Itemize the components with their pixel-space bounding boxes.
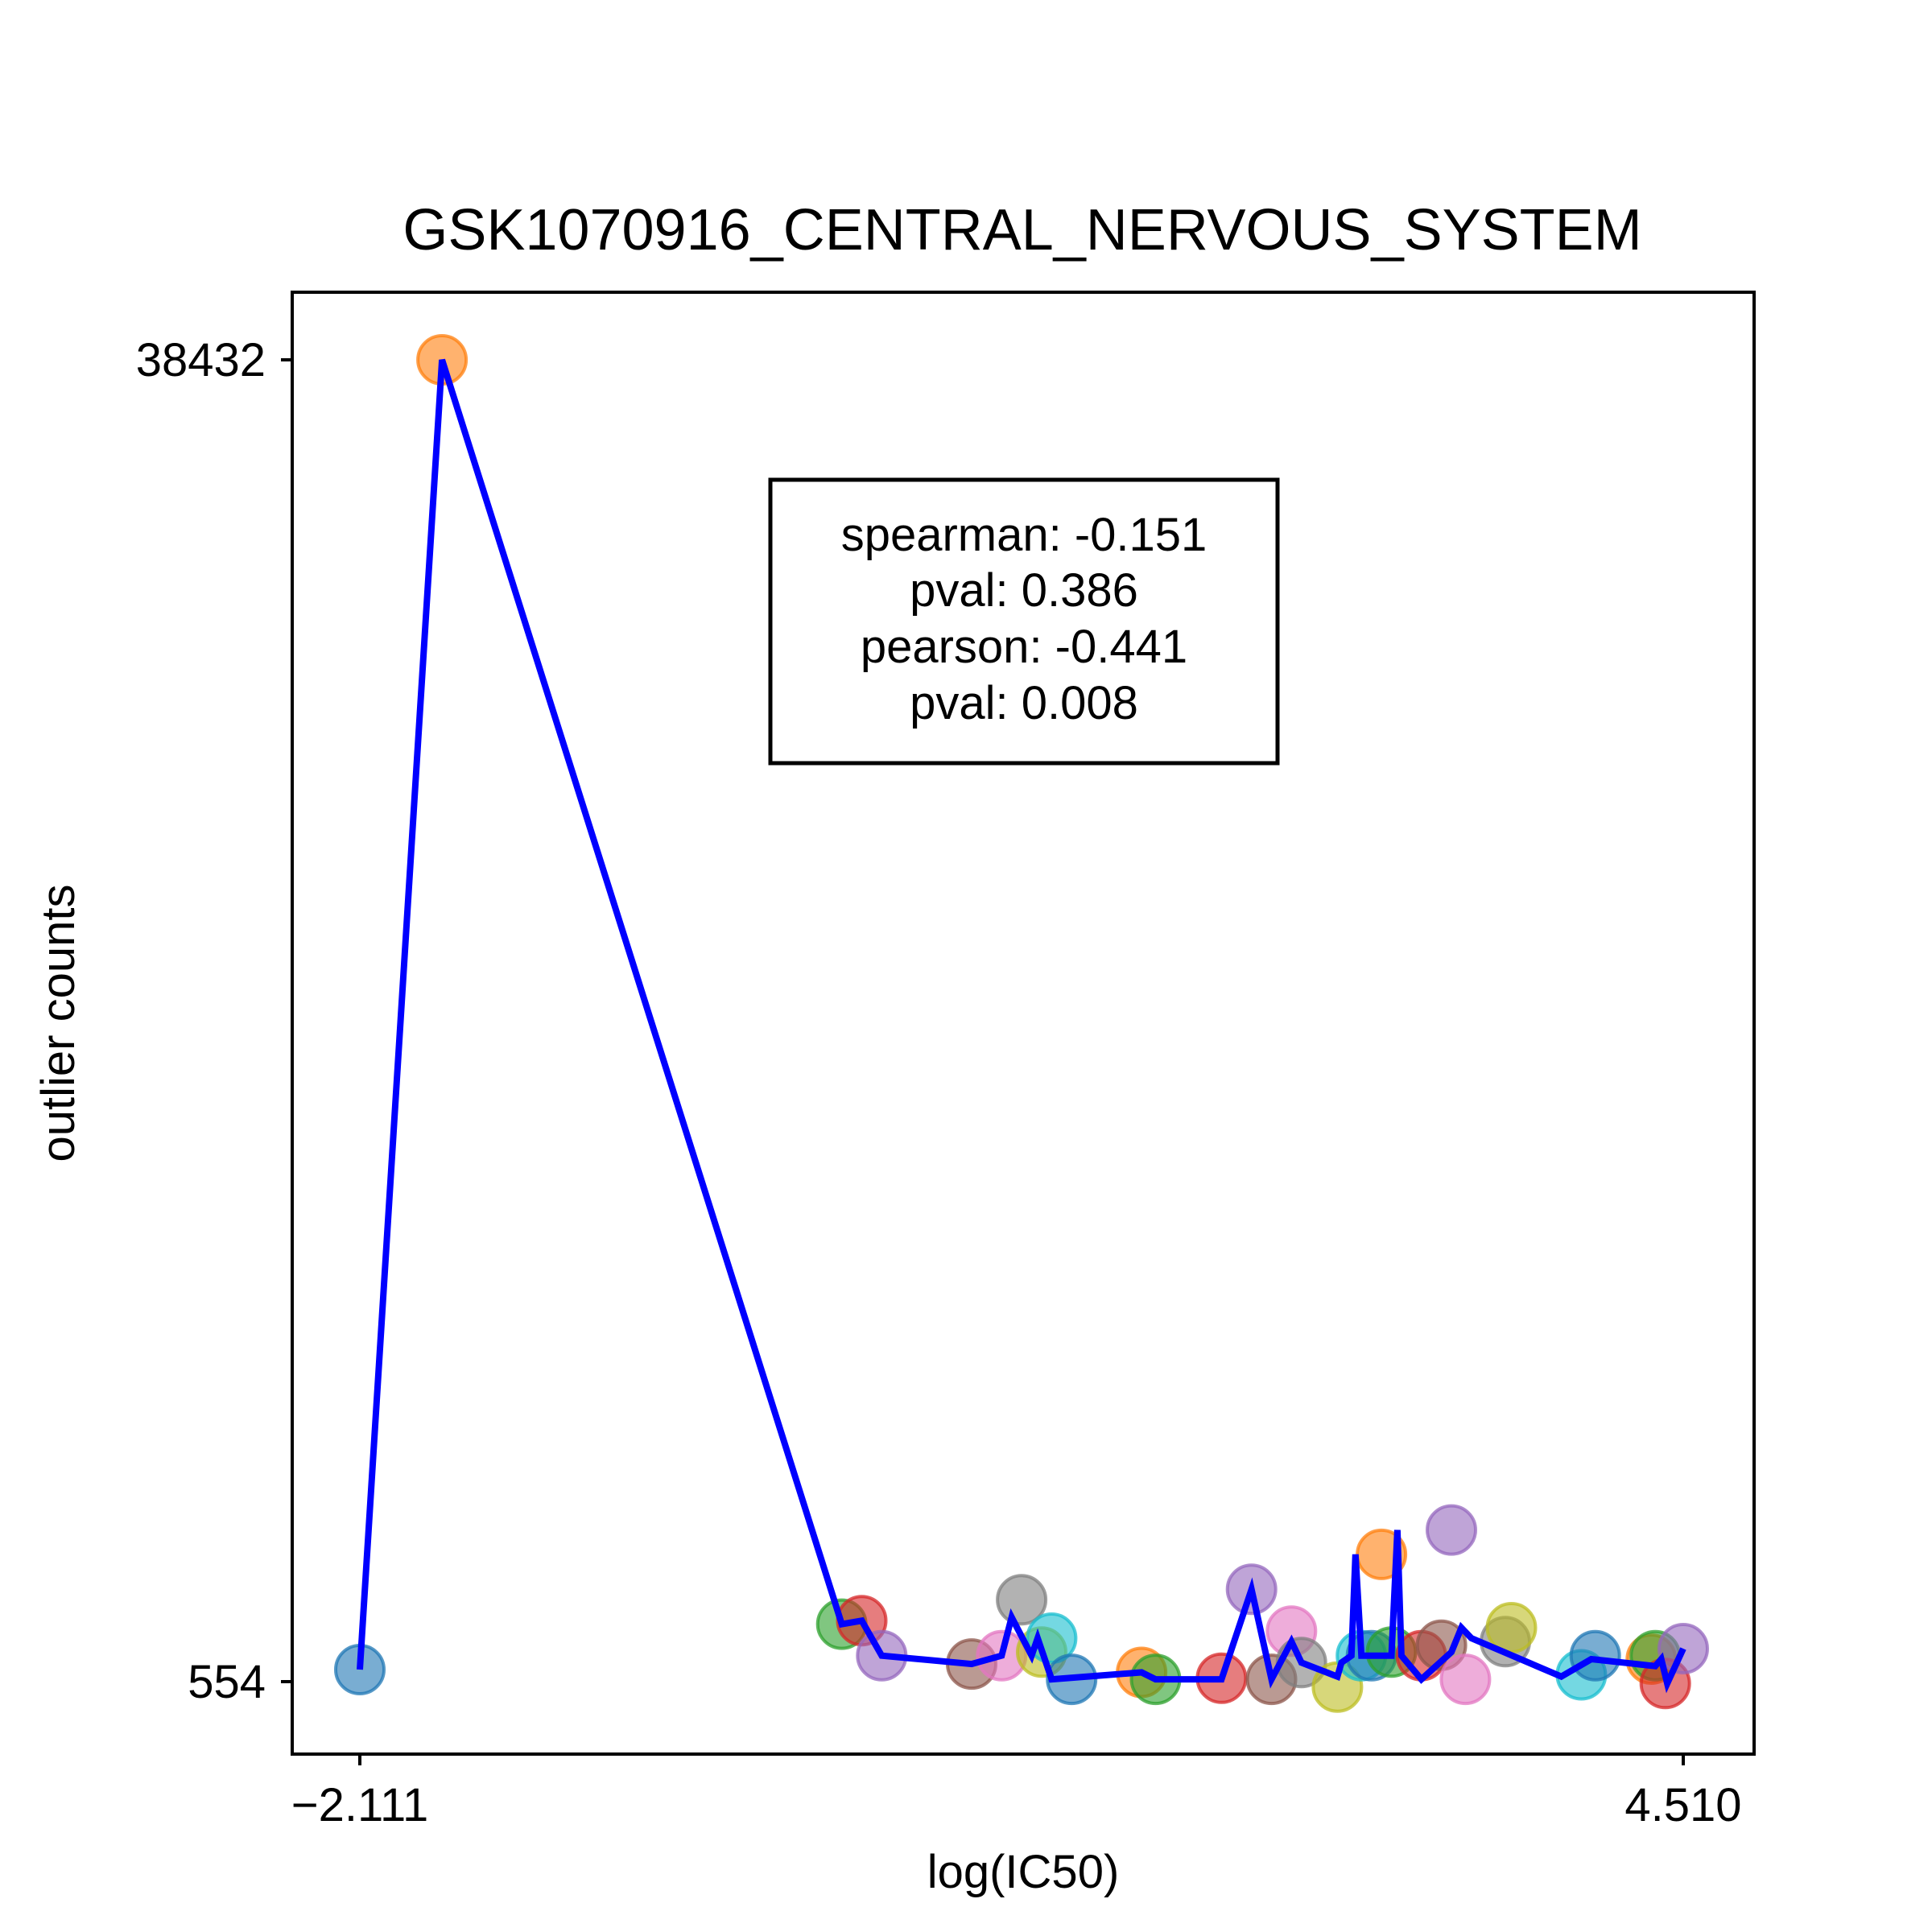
y-tick-label-0: 554 [188,1656,266,1708]
x-tick-label-0: −2.111 [291,1779,428,1831]
chart-title: GSK1070916_CENTRAL_NERVOUS_SYSTEM [402,198,1641,262]
stats-box: spearman: -0.151 pval: 0.386 pearson: -0… [768,477,1280,766]
plot-area [334,334,1709,1713]
scatter-point-7 [996,1574,1048,1626]
series-line [357,358,1686,1694]
stats-spearman-pval: pval: 0.386 [910,564,1138,617]
scatter-point-30 [1569,1629,1621,1682]
axes: −2.111 4.510 554 38432 [136,334,1742,1831]
data-marks [334,334,1709,1713]
x-axis-label: log(IC50) [927,1846,1120,1898]
scatter-point-25 [1426,1504,1477,1556]
x-tick-label-1: 4.510 [1624,1779,1741,1831]
y-tick-label-1: 38432 [136,334,266,386]
stats-pearson-pval: pval: 0.008 [910,677,1138,729]
scatter-point-26 [1439,1653,1492,1706]
stats-spearman: spearman: -0.151 [841,509,1208,561]
plot-frame [291,291,1756,1756]
y-axis-label: outlier counts [32,885,85,1162]
stats-box-frame [768,477,1280,766]
stats-pearson: pearson: -0.441 [861,621,1187,673]
